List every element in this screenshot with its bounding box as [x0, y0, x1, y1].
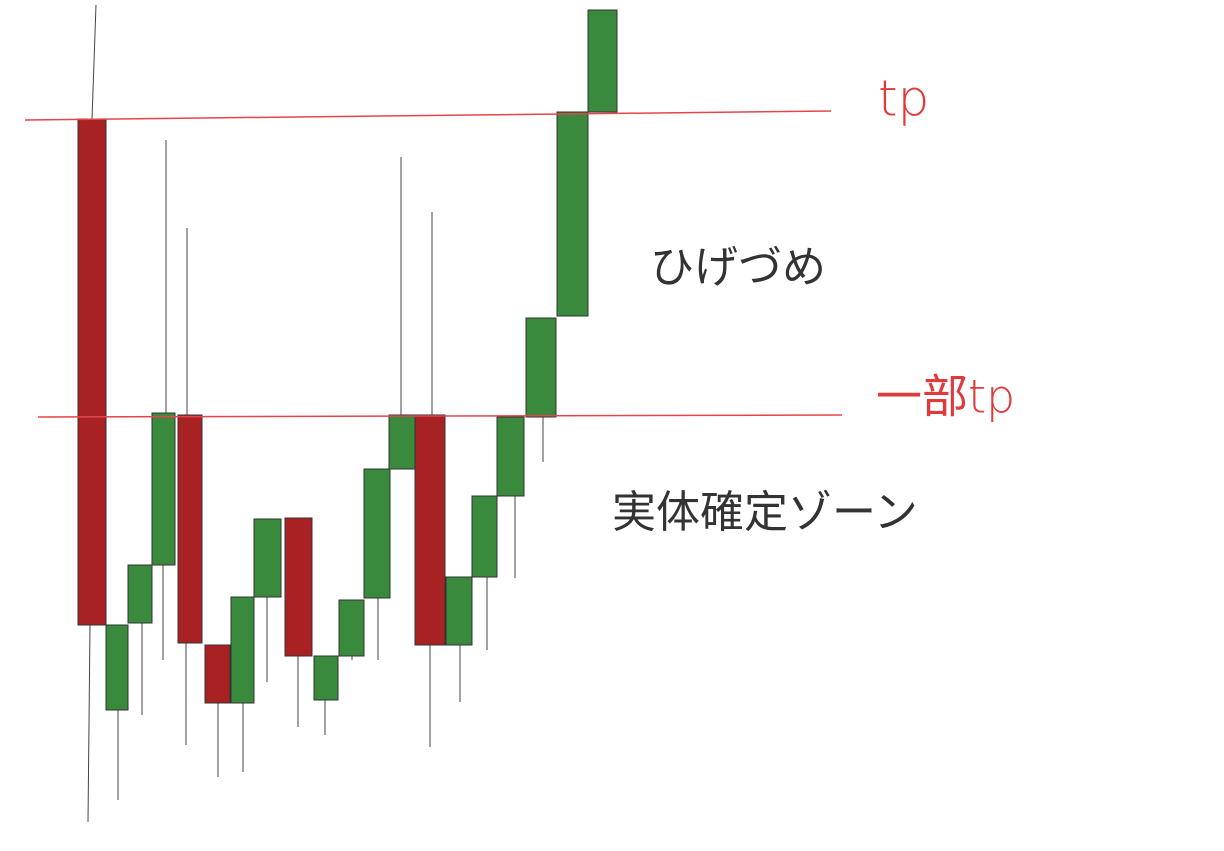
- partial-tp-label: 一部tp: [876, 370, 1015, 424]
- candle-body: [313, 655, 339, 701]
- candle-body: [77, 118, 107, 626]
- candle-body: [414, 414, 446, 646]
- candle-body: [284, 517, 313, 657]
- wick: [87, 624, 91, 823]
- wick-fill-label: ひげづめ: [650, 242, 826, 293]
- candle-body: [338, 599, 365, 657]
- partial-tp-line: [37, 414, 843, 418]
- candle-body: [496, 416, 525, 497]
- candle-body: [151, 412, 176, 566]
- candle-body: [587, 9, 618, 113]
- candle-bodies: [77, 9, 618, 711]
- candle-body: [204, 644, 231, 704]
- candle-body: [471, 495, 498, 578]
- zone-label: 実体確定ゾーン: [612, 487, 918, 538]
- candle-body: [177, 414, 203, 644]
- wicks: [87, 4, 544, 823]
- candle-body: [363, 468, 391, 599]
- candle-body: [388, 414, 416, 470]
- tp-line: [24, 110, 832, 121]
- candle-body: [127, 564, 153, 624]
- candle-body: [253, 518, 282, 598]
- candle-body: [556, 111, 589, 317]
- tp-label: tp: [878, 70, 929, 128]
- candle-body: [525, 317, 557, 418]
- wick: [91, 4, 97, 120]
- candle-body: [230, 596, 255, 704]
- candle-body: [445, 576, 473, 646]
- candle-body: [105, 624, 129, 711]
